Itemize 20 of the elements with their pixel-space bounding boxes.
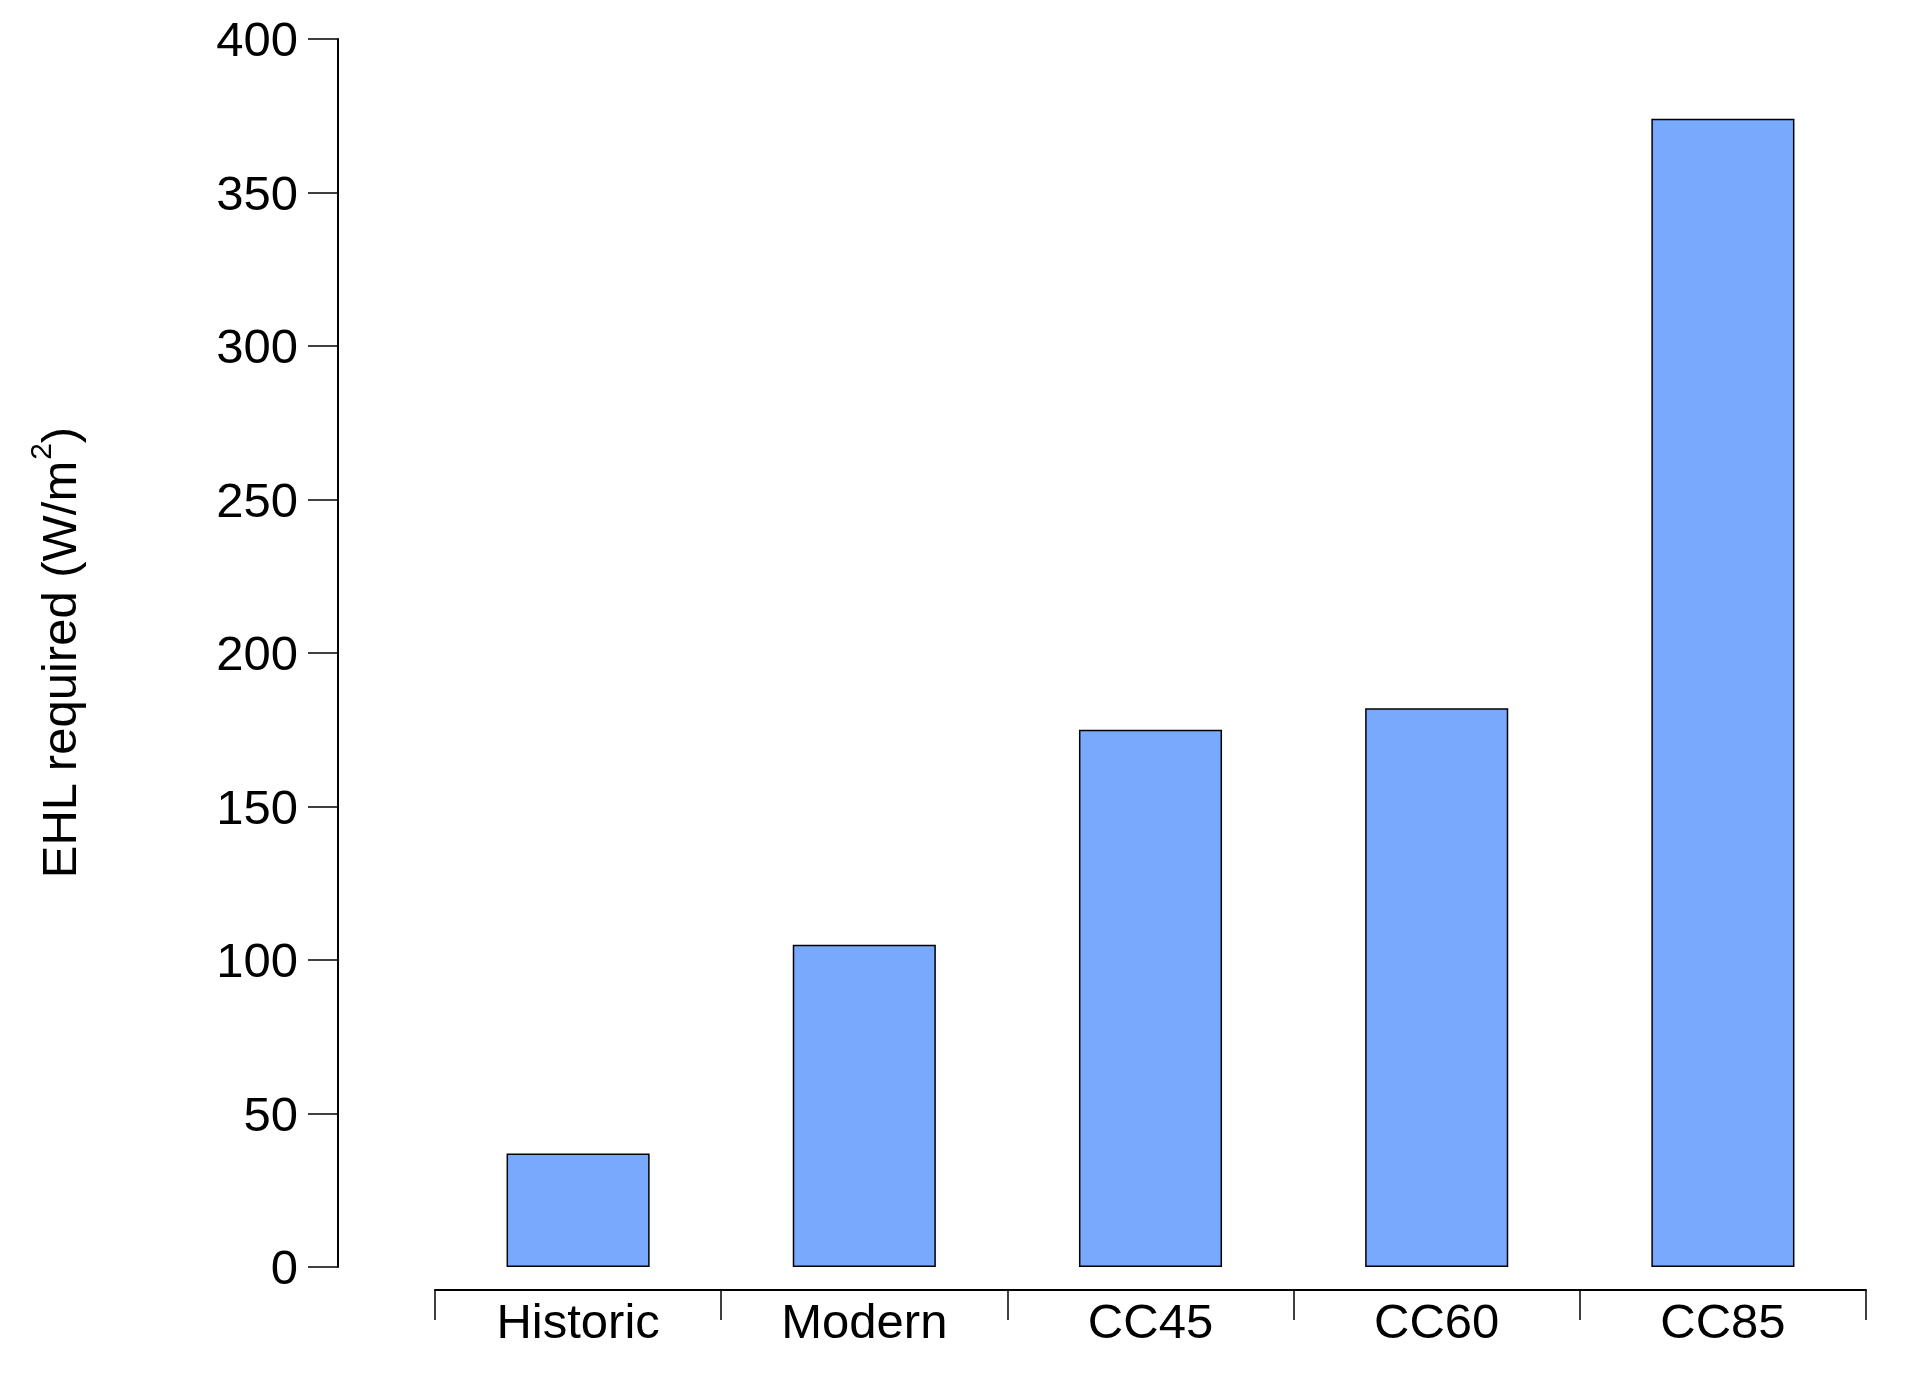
y-tick-label: 400 (216, 12, 298, 66)
x-tick-label: Modern (781, 1293, 948, 1348)
y-tick-label: 300 (216, 319, 298, 373)
x-tick-label: CC45 (1087, 1293, 1214, 1348)
x-tick-label: CC85 (1660, 1293, 1786, 1348)
bar (1651, 118, 1795, 1267)
bar (506, 1153, 650, 1267)
x-tick-label: CC60 (1374, 1293, 1500, 1348)
x-tick-label: Historic (496, 1293, 660, 1348)
y-tick-label: 50 (243, 1086, 298, 1141)
y-tick-label: 350 (216, 165, 298, 220)
y-tick-label: 200 (216, 626, 298, 680)
y-tick-label: 150 (216, 779, 298, 834)
y-axis-title: EHL required (W/m2) (23, 426, 86, 879)
y-tick-label: 100 (216, 933, 298, 987)
y-tick-label: 250 (216, 472, 298, 527)
bar (1365, 708, 1509, 1267)
y-tick-label: 0 (270, 1240, 298, 1294)
bar (1078, 729, 1223, 1267)
bar (792, 944, 936, 1267)
